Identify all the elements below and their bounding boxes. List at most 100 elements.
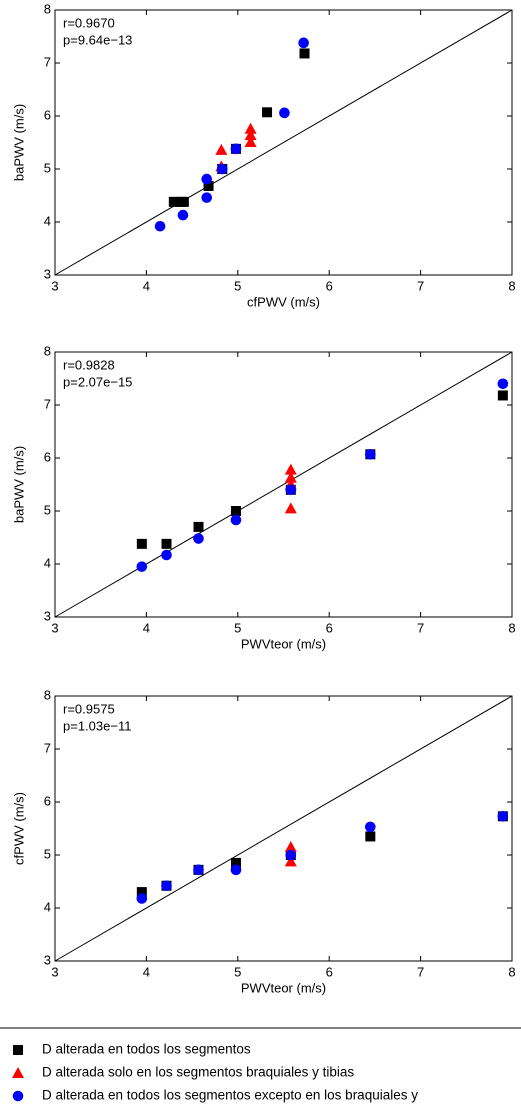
x-axis-label: PWVteor (m/s): [241, 636, 326, 651]
annotation: r=0.9670: [63, 15, 115, 30]
x-tick-label: 8: [508, 278, 515, 293]
point: [284, 471, 297, 483]
point: [230, 143, 242, 155]
y-tick-label: 4: [44, 555, 51, 570]
point: [136, 538, 147, 549]
point: [203, 180, 214, 191]
point: [154, 220, 166, 232]
point: [193, 864, 204, 876]
x-tick-label: 8: [508, 620, 515, 635]
point: [168, 196, 179, 207]
point: [284, 841, 297, 853]
point: [177, 209, 189, 221]
legend-marker: [12, 1090, 24, 1102]
point: [497, 811, 509, 822]
point: [299, 48, 310, 59]
x-tick-label: 7: [417, 278, 424, 293]
y-tick-label: 5: [44, 160, 51, 175]
x-tick-label: 5: [234, 620, 241, 635]
annotation: r=0.9575: [63, 701, 115, 716]
x-tick-label: 6: [326, 620, 333, 635]
x-axis-label: cfPWV (m/s): [247, 294, 320, 309]
point: [230, 514, 242, 526]
plot-frame: [54, 351, 513, 618]
point: [497, 390, 508, 401]
point: [244, 135, 257, 147]
annotation: p=1.03e−11: [63, 718, 131, 733]
point: [161, 538, 172, 549]
y-tick-label: 7: [44, 740, 51, 755]
y-tick-label: 7: [44, 54, 51, 69]
point: [262, 107, 273, 118]
y-tick-label: 4: [44, 899, 51, 914]
legend-label: D alterada solo en los segmentos braquia…: [42, 1065, 354, 1080]
x-tick-label: 7: [417, 620, 424, 635]
point: [136, 887, 147, 898]
x-tick-label: 4: [143, 278, 150, 293]
x-tick-label: 7: [417, 964, 424, 979]
identity-line: [54, 9, 513, 276]
annotation: r=0.9828: [63, 357, 115, 372]
point: [298, 37, 309, 49]
x-tick-label: 3: [51, 620, 58, 635]
legend-marker: [13, 1045, 23, 1055]
point: [365, 448, 376, 460]
y-axis-label: cfPWV (m/s): [11, 792, 26, 865]
point: [161, 880, 172, 892]
x-tick-label: 8: [508, 964, 515, 979]
y-tick-label: 5: [44, 502, 51, 517]
plot-frame: [54, 9, 513, 276]
y-tick-label: 8: [44, 1, 51, 16]
plot-frame: [54, 695, 513, 962]
point: [285, 484, 297, 496]
point: [279, 107, 290, 119]
x-tick-label: 3: [51, 278, 58, 293]
point: [284, 463, 297, 475]
point: [136, 561, 148, 572]
point: [215, 143, 228, 155]
point: [230, 506, 241, 516]
x-tick-label: 6: [326, 278, 333, 293]
point: [284, 855, 297, 867]
point: [136, 893, 148, 904]
legend-label: D alterada en todos los segmentos except…: [42, 1088, 418, 1103]
x-tick-label: 4: [143, 620, 150, 635]
y-tick-label: 3: [44, 952, 51, 967]
x-tick-label: 5: [234, 964, 241, 979]
legend-marker: [12, 1067, 24, 1078]
point: [285, 849, 297, 861]
x-tick-label: 5: [234, 278, 241, 293]
x-tick-label: 4: [143, 964, 150, 979]
y-tick-label: 4: [44, 213, 51, 228]
annotation: p=2.07e−15: [63, 374, 132, 389]
y-tick-label: 3: [44, 266, 51, 281]
y-tick-label: 5: [44, 846, 51, 861]
y-tick-label: 8: [44, 343, 51, 358]
point: [365, 831, 376, 842]
x-axis-label: PWVteor (m/s): [241, 980, 326, 995]
point: [230, 864, 242, 876]
y-tick-label: 8: [44, 687, 51, 702]
point: [216, 163, 228, 175]
y-tick-label: 3: [44, 608, 51, 623]
point: [244, 129, 257, 141]
point: [178, 196, 189, 207]
point: [230, 857, 241, 868]
point: [497, 378, 509, 390]
point: [201, 192, 213, 203]
point: [193, 521, 204, 532]
point: [161, 549, 172, 561]
identity-line: [54, 351, 513, 618]
legend-label: D alterada en todos los segmentos: [42, 1042, 251, 1057]
y-tick-label: 7: [44, 396, 51, 411]
y-tick-label: 6: [44, 449, 51, 464]
y-axis-label: baPWV (m/s): [11, 446, 26, 523]
y-axis-label: baPWV (m/s): [11, 104, 26, 181]
point: [193, 533, 204, 544]
identity-line: [54, 695, 513, 962]
annotation: p=9.64e−13: [63, 32, 132, 47]
point: [201, 173, 213, 185]
point: [284, 502, 297, 514]
y-tick-label: 6: [44, 107, 51, 122]
